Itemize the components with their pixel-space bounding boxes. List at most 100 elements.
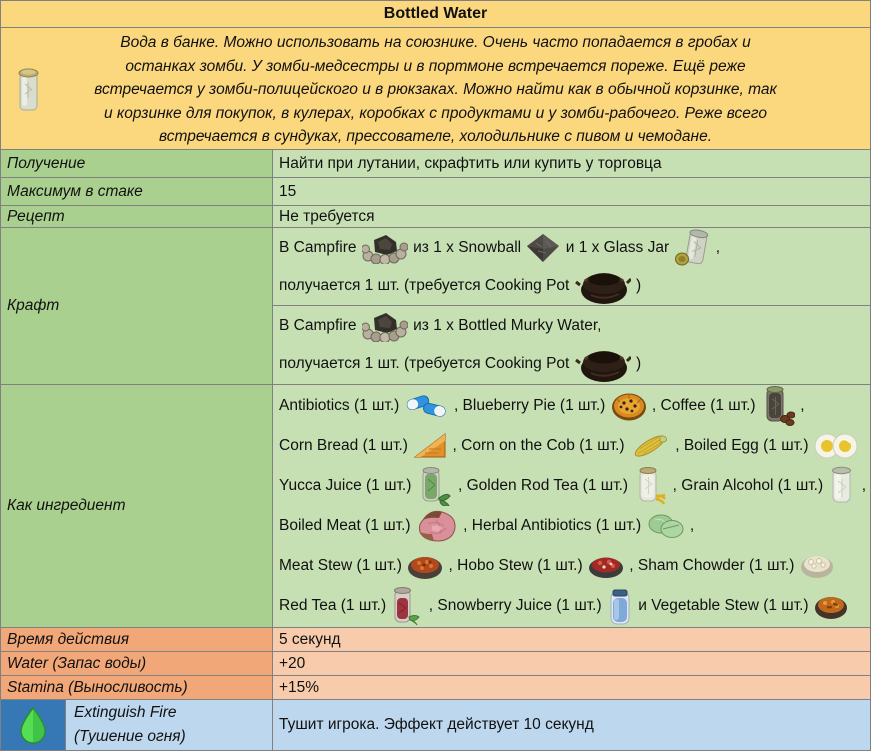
text-segment: получается 1 шт. (требуется Cooking Pot [279,277,574,294]
text-line: Yucca Juice (1 шт.) , Golden Rod Tea (1 … [279,466,870,506]
text-segment: ) [631,355,642,372]
text-segment: , Hobo Stew (1 шт.) [444,557,587,574]
text-line: В Campfire из 1 x Snowball и 1 x Glass J… [279,229,870,267]
description-row: Вода в банке. Можно использовать на союз… [1,28,870,150]
text-line: Antibiotics (1 шт.) , Blueberry Pie (1 ш… [279,386,870,426]
golden-rod-tea-icon [633,466,667,506]
buff-icon-cell [1,700,66,750]
recipe-value: Не требуется [273,206,870,227]
text-line: Corn Bread (1 шт.) , Corn on the Cob (1 … [279,426,870,466]
corn-on-the-cob-icon [630,431,670,461]
yucca-juice-icon [417,466,453,506]
buff-label: Extinguish Fire (Тушение огня) [66,700,273,750]
title-row: Bottled Water [1,1,870,28]
blueberry-pie-icon [611,390,647,422]
description-line: останках зомби. У зомби-медсестры и в по… [125,57,746,75]
text-segment: , Boiled Egg (1 шт.) [670,437,813,454]
text-segment: Yucca Juice (1 шт.) [279,477,416,494]
row-stack-max: Максимум в стаке 15 [1,178,870,206]
ingredient-label: Как ингредиент [1,385,273,627]
campfire-icon [361,233,408,264]
craft-entries: В Campfire из 1 x Snowball и 1 x Glass J… [273,228,870,384]
text-segment: В Campfire [279,239,361,256]
bottled-water-icon [15,64,42,114]
page-title: Bottled Water [383,5,488,22]
red-tea-icon [391,586,423,626]
antibiotics-icon [405,393,449,419]
row-water: Water (Запас воды) +20 [1,652,870,676]
text-line: Meat Stew (1 шт.) , Hobo Stew (1 шт.) , … [279,546,870,586]
corn-bread-icon [413,431,447,461]
text-segment: , [795,397,805,414]
buff-label-line2: (Тушение огня) [74,728,186,745]
description-line: Вода в банке. Можно использовать на союз… [120,34,751,51]
duration-value: 5 секунд [273,628,870,651]
text-segment: , Grain Alcohol (1 шт.) [668,477,828,494]
stamina-value: +15% [273,676,870,699]
text-segment: , Herbal Antibiotics (1 шт.) [458,517,646,534]
stack-max-label: Максимум в стаке [1,178,273,205]
text-segment: , Sham Chowder (1 шт.) [624,557,799,574]
ingredient-list: Antibiotics (1 шт.) , Blueberry Pie (1 ш… [273,385,870,627]
obtain-label: Получение [1,150,273,177]
obtain-value: Найти при лутании, скрафтить или купить … [273,150,870,177]
row-extinguish-fire: Extinguish Fire (Тушение огня) Тушит игр… [1,700,870,750]
craft-entry-1: В Campfire из 1 x Snowball и 1 x Glass J… [273,228,870,306]
glass-jar-icon [674,228,710,268]
water-drop-icon [19,706,47,744]
recipe-label: Рецепт [1,206,273,227]
hobo-stew-icon [588,553,624,579]
text-segment: Red Tea (1 шт.) [279,597,391,614]
text-segment: , [857,477,867,494]
text-line: Red Tea (1 шт.) , Snowberry Juice (1 шт.… [279,586,870,626]
stack-max-value: 15 [273,178,870,205]
text-segment: , Corn on the Cob (1 шт.) [448,437,629,454]
boiled-egg-icon [814,432,858,460]
coffee-icon [761,385,795,427]
row-duration: Время действия 5 секунд [1,628,870,652]
text-segment: и Vegetable Stew (1 шт.) [633,597,813,614]
stamina-label: Stamina (Выносливость) [1,676,273,699]
text-segment: ) [631,277,642,294]
text-segment: из 1 x Bottled Murky Water, [408,317,602,334]
text-segment: получается 1 шт. (требуется Cooking Pot [279,355,574,372]
buff-label-line1: Extinguish Fire [74,704,177,721]
sham-chowder-icon [800,552,834,580]
water-label: Water (Запас воды) [1,652,273,675]
text-segment: , Blueberry Pie (1 шт.) [449,397,610,414]
item-description: Вода в банке. Можно использовать на союз… [55,28,870,149]
text-segment: , [685,517,695,534]
text-segment: В Campfire [279,317,361,334]
row-stamina: Stamina (Выносливость) +15% [1,676,870,700]
text-line: получается 1 шт. (требуется Cooking Pot … [279,267,870,305]
grain-alcohol-icon [828,466,856,506]
row-obtain: Получение Найти при лутании, скрафтить и… [1,150,870,178]
snowberry-juice-icon [607,586,633,626]
description-line: и корзинке для покупок, в кулерах, короб… [103,104,768,122]
craft-entry-2: В Campfire из 1 x Bottled Murky Water, по… [273,306,870,384]
text-segment: , Coffee (1 шт.) [647,397,760,414]
row-as-ingredient: Как ингредиент Antibiotics (1 шт.) , Blu… [1,385,870,628]
cooking-pot-icon [574,266,631,306]
description-line: встречается у зомби-полицейского и в рюк… [94,81,777,99]
text-segment: из 1 x Snowball [408,239,526,256]
text-segment: , Golden Rod Tea (1 шт.) [453,477,633,494]
duration-label: Время действия [1,628,273,651]
text-line: Boiled Meat (1 шт.) , Herbal Antibiotics… [279,506,870,546]
text-segment: , [711,239,721,256]
text-line: получается 1 шт. (требуется Cooking Pot … [279,345,870,383]
text-segment: Antibiotics (1 шт.) [279,397,404,414]
description-line: встречается в сундуках, прессователе, хо… [158,128,713,146]
herbal-antibiotics-icon [647,512,685,540]
text-line: В Campfire из 1 x Bottled Murky Water, [279,307,870,345]
text-segment: Corn Bread (1 шт.) [279,437,413,454]
vegetable-stew-icon [814,591,848,621]
meat-stew-icon [407,552,443,580]
buff-value: Тушит игрока. Эффект действует 10 секунд [273,700,870,750]
row-craft: Крафт В Campfire из 1 x Snowball и 1 x G… [1,228,870,385]
text-segment: Meat Stew (1 шт.) [279,557,407,574]
row-recipe: Рецепт Не требуется [1,206,870,228]
craft-label: Крафт [1,228,273,384]
text-segment: , Snowberry Juice (1 шт.) [424,597,606,614]
